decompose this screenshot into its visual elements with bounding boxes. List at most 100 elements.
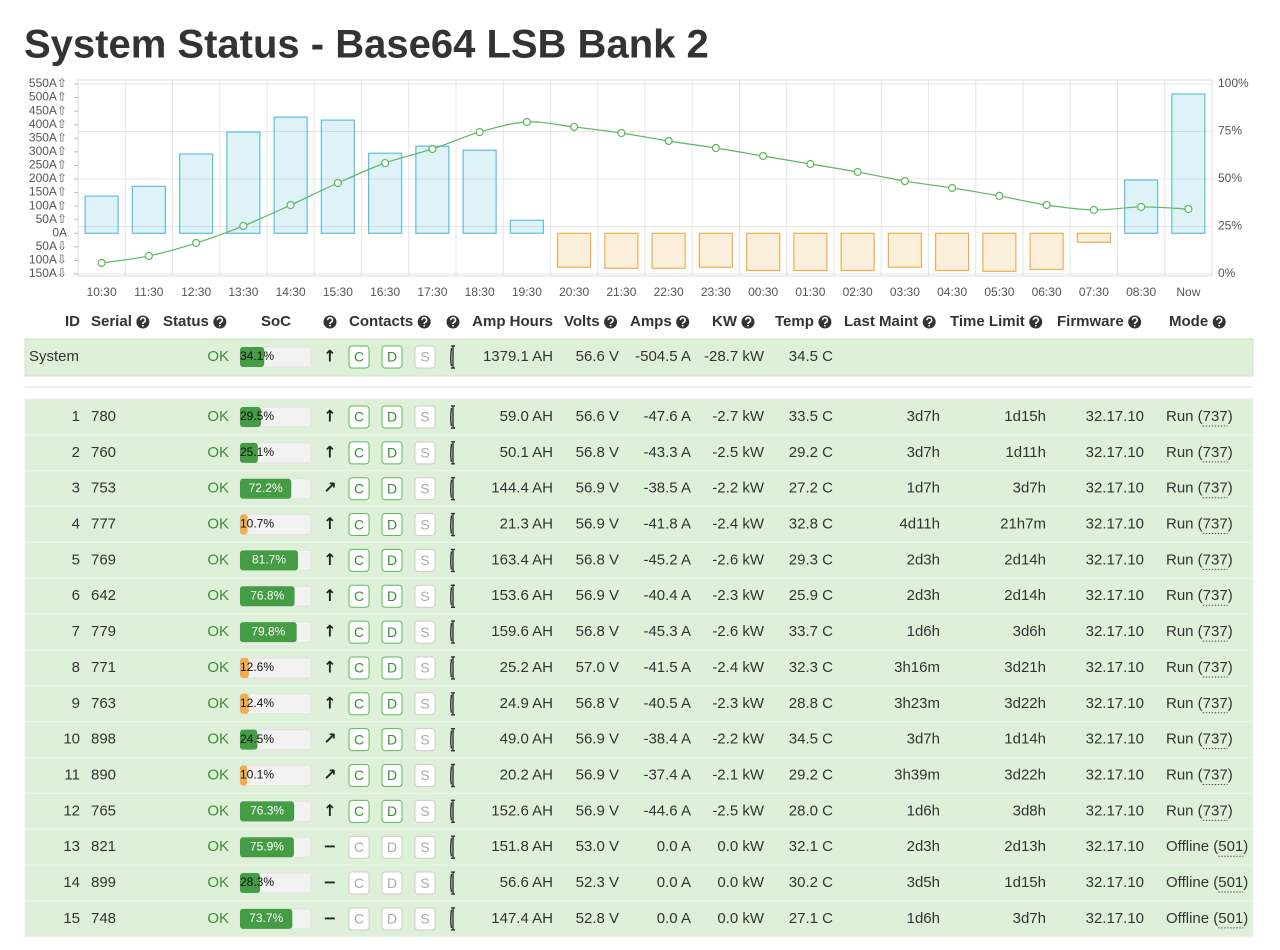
temp: 32.8 C (789, 516, 833, 533)
last-maint: 2d3h (907, 587, 940, 604)
y-tick-label: 50A⇩ (36, 239, 67, 253)
kw: -2.3 kW (712, 695, 765, 712)
contact-button (414, 513, 436, 537)
amp-hours: 144.4 AH (491, 480, 553, 497)
x-tick-label: 12:30 (181, 285, 211, 299)
contact-label: D (387, 588, 397, 604)
mode: Run (737) (1166, 516, 1233, 533)
contact-label: C (354, 409, 364, 425)
line-point (806, 159, 815, 169)
serial: 769 (91, 551, 116, 568)
bar (131, 185, 166, 234)
bar (226, 131, 261, 234)
firmware: 32.17.10 (1086, 551, 1144, 568)
temp: 34.5 C (789, 348, 833, 365)
status: OK (207, 516, 229, 533)
soc-label: 12.6% (240, 660, 274, 674)
soc-bar (240, 837, 294, 858)
serial: 777 (91, 516, 116, 533)
amp-hours: 49.0 AH (500, 731, 553, 748)
time-limit: 3d6h (1013, 623, 1046, 640)
temp: 30.2 C (789, 874, 833, 891)
help-icon-circle (1212, 315, 1226, 329)
amps: 0.0 A (657, 838, 691, 855)
help-icon-circle (741, 315, 755, 329)
contact-button (414, 728, 436, 752)
help-icon-dot (609, 324, 612, 327)
status: OK (207, 802, 229, 819)
status: OK (207, 659, 229, 676)
contact-button (381, 405, 403, 429)
bar (320, 119, 355, 234)
firmware: 32.17.10 (1086, 731, 1144, 748)
battery-icon (450, 345, 455, 369)
contact-button (414, 907, 436, 931)
row-id: 8 (72, 659, 80, 676)
volts: 56.9 V (576, 731, 619, 748)
row (24, 721, 1254, 759)
soc-bar (240, 873, 261, 894)
amps: -504.5 A (635, 348, 691, 365)
time-limit: 1d15h (1004, 408, 1046, 425)
contact-button (414, 871, 436, 895)
bar (415, 145, 450, 234)
trend: ↑ (323, 693, 336, 712)
firmware: 32.17.10 (1086, 516, 1144, 533)
help-icon (1212, 315, 1226, 329)
contact-label: D (387, 839, 397, 855)
volts: 56.9 V (576, 480, 619, 497)
trend: ↑ (323, 657, 336, 676)
contact-button (381, 871, 403, 895)
help-icon-glyph (607, 316, 614, 325)
trend: ↑ (323, 347, 336, 366)
line-point (664, 136, 673, 146)
row-id: 11 (64, 766, 80, 783)
contact-label: C (354, 445, 364, 461)
firmware: 32.17.10 (1086, 766, 1144, 783)
bar (462, 149, 497, 234)
help-icon (604, 315, 618, 329)
battery-icon (450, 835, 455, 859)
column-header: Amp Hours (472, 313, 553, 330)
help-icon-glyph (926, 316, 933, 325)
help-icon-circle (1029, 315, 1043, 329)
contact-label: S (420, 803, 429, 819)
amp-hours: 56.6 AH (500, 874, 553, 891)
amp-hours: 21.3 AH (500, 516, 553, 533)
contact-label: S (420, 660, 429, 676)
line-point (475, 127, 484, 137)
kw: -2.7 kW (712, 408, 765, 425)
y2-tick-label: 100% (1218, 76, 1249, 90)
contact-label: D (387, 552, 397, 568)
contact-label: D (387, 480, 397, 496)
y-tick-label: 200A⇧ (29, 171, 67, 185)
amps: 0.0 A (657, 874, 691, 891)
status: OK (207, 444, 229, 461)
x-tick-label: 21:30 (606, 285, 636, 299)
help-icon-glyph (821, 316, 829, 325)
amps: -45.2 A (643, 551, 691, 568)
help-icon-dot (1034, 324, 1037, 327)
row-id: 7 (72, 623, 80, 640)
temp: 27.2 C (789, 480, 833, 497)
row (24, 828, 1254, 866)
contact-label: C (354, 624, 364, 640)
amps: -45.3 A (643, 623, 691, 640)
row-id: 2 (72, 444, 80, 461)
battery-icon (450, 727, 455, 752)
row (24, 434, 1254, 472)
soc-label: 76.3% (250, 804, 284, 818)
last-maint: 2d3h (907, 838, 940, 855)
contact-button (381, 656, 403, 680)
last-maint: 3h23m (894, 695, 940, 712)
amps: 0.0 A (657, 910, 691, 927)
help-icon-circle (604, 315, 618, 329)
line-point (995, 191, 1004, 201)
mode: Run (737) (1166, 731, 1233, 748)
contact-label: D (387, 624, 397, 640)
serial: 890 (91, 766, 116, 783)
contact-label: S (420, 409, 429, 425)
line-point (1137, 202, 1146, 212)
x-tick-label: 04:30 (937, 285, 967, 299)
contact-button (348, 405, 370, 429)
